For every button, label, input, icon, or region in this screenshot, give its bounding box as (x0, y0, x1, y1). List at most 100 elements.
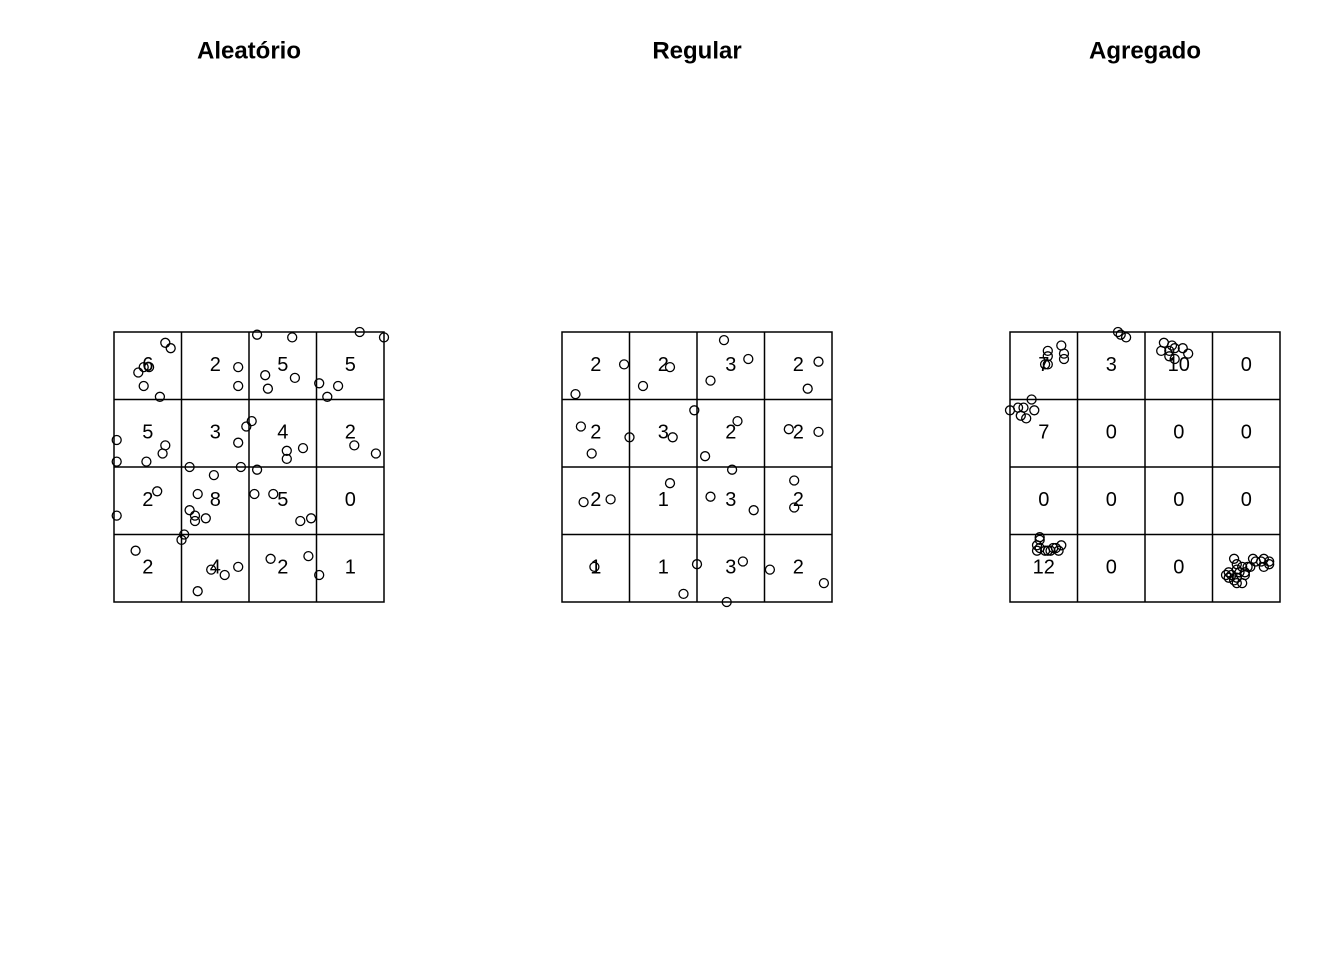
quadrat-count: 8 (210, 489, 221, 511)
point (265, 553, 276, 564)
plot-frame (561, 331, 833, 603)
point (570, 388, 581, 400)
quadrat-count: 0 (1106, 489, 1117, 511)
quadrat-count: 3 (725, 354, 736, 376)
quadrat-count: 5 (142, 422, 153, 444)
point (1120, 332, 1132, 343)
point (297, 442, 309, 454)
point (578, 496, 589, 508)
quadrat-count: 2 (725, 422, 736, 444)
point (192, 586, 203, 597)
point (743, 353, 754, 365)
point (111, 434, 122, 446)
quadrat-count: 0 (1173, 489, 1184, 511)
point (689, 405, 700, 416)
quadrat-count: 2 (793, 489, 804, 511)
point (370, 448, 382, 459)
point (1169, 343, 1180, 354)
point (295, 515, 306, 527)
quadrat-count: 0 (1038, 489, 1049, 511)
point (813, 356, 824, 367)
point (1255, 556, 1267, 567)
quadrat-count: 2 (277, 557, 288, 579)
quadrat-count: 0 (1241, 422, 1252, 444)
point (699, 451, 711, 462)
point (130, 545, 141, 556)
point (251, 329, 263, 340)
point (1169, 353, 1180, 365)
point (208, 469, 220, 481)
point (1031, 540, 1043, 551)
quadrat-count: 0 (1173, 557, 1184, 579)
quadrat-count: 1 (658, 557, 669, 579)
point (314, 378, 325, 389)
point (624, 432, 635, 443)
point (1258, 561, 1269, 573)
point (233, 437, 244, 448)
panel-title: Agregado (1089, 37, 1201, 64)
point (705, 491, 716, 502)
point (664, 361, 676, 373)
point (1258, 553, 1269, 564)
point (818, 577, 830, 589)
quadrat-count: 3 (1106, 354, 1117, 376)
point (1231, 577, 1242, 589)
point (354, 326, 365, 338)
quadrat-count: 3 (210, 422, 221, 444)
point (637, 380, 649, 392)
point (721, 596, 732, 608)
point (246, 415, 257, 427)
point (349, 440, 360, 451)
point (260, 370, 271, 381)
point (314, 569, 325, 581)
quadrat-count: 12 (1033, 557, 1055, 579)
quadrat-count: 7 (1038, 422, 1049, 444)
point (154, 391, 166, 402)
quadrat-count: 0 (1241, 489, 1252, 511)
point (189, 510, 201, 521)
quadrat-count: 0 (1241, 354, 1252, 376)
panel-title: Regular (652, 37, 741, 64)
point (268, 488, 279, 500)
point (1042, 359, 1053, 370)
point (1039, 359, 1051, 370)
point (789, 475, 800, 486)
point (1015, 410, 1026, 421)
point (160, 440, 171, 451)
point (664, 478, 676, 489)
point (667, 432, 678, 443)
point (691, 559, 703, 570)
quadrat-count: 2 (142, 489, 153, 511)
point (589, 561, 600, 573)
point (111, 456, 122, 467)
quadrat-count: 5 (277, 354, 288, 376)
point (1112, 326, 1124, 338)
quadrat-count: 5 (277, 489, 288, 511)
quadrat-count: 2 (590, 422, 601, 444)
point (281, 445, 292, 456)
point (233, 561, 244, 573)
point (726, 464, 738, 475)
point (1056, 340, 1067, 351)
point (1223, 567, 1234, 578)
quadrat-count: 2 (590, 489, 601, 511)
point (241, 421, 252, 432)
point (1053, 545, 1064, 556)
quadrat-count: 2 (142, 557, 153, 579)
point (289, 372, 301, 384)
point (1034, 534, 1045, 546)
point (1164, 351, 1175, 362)
point (152, 486, 163, 497)
quadrat-count: 2 (793, 354, 804, 376)
quadrat-count: 2 (345, 422, 356, 444)
point (1226, 569, 1237, 581)
point (732, 415, 743, 427)
quadrat-count: 1 (658, 489, 669, 511)
point (281, 453, 292, 465)
point (1156, 345, 1167, 357)
panel-title: Aleatório (197, 37, 301, 64)
point (575, 421, 587, 432)
point (813, 426, 824, 438)
point (586, 448, 597, 459)
